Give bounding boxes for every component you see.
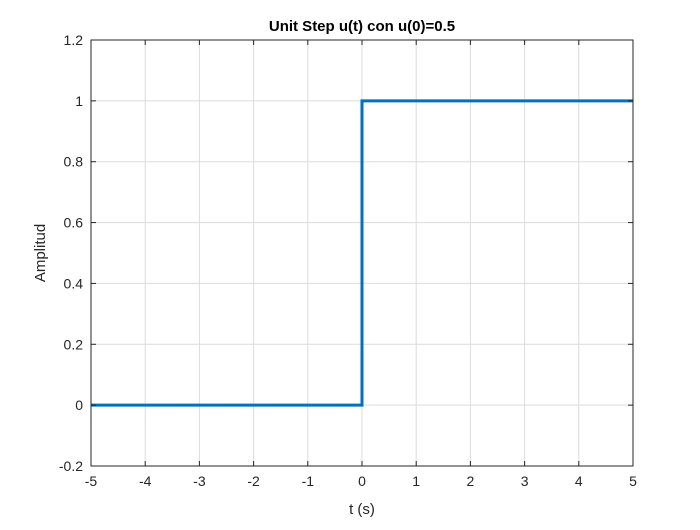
x-tick-label: 1 — [412, 473, 420, 489]
y-tick-label: 0 — [75, 397, 83, 413]
y-tick-label: -0.2 — [59, 458, 83, 474]
y-tick-label: 1.2 — [64, 32, 84, 48]
series-layer — [91, 99, 633, 407]
y-tick-label: 0.4 — [64, 275, 84, 291]
y-tick-label: 0.6 — [64, 215, 84, 231]
x-tick-label: 4 — [575, 473, 583, 489]
y-tick-labels: -0.2 0 0.2 0.4 0.6 0.8 1 1.2 — [59, 32, 83, 474]
x-tick-label: -1 — [302, 473, 315, 489]
step-series-line — [91, 99, 633, 407]
x-tick-label: 3 — [521, 473, 529, 489]
x-tick-label: -5 — [85, 473, 98, 489]
y-tick-label: 0.8 — [64, 154, 84, 170]
y-axis-label: Amplitud — [32, 224, 49, 282]
x-axis-label: t (s) — [349, 501, 375, 518]
y-tick-label: 0.2 — [64, 336, 84, 352]
x-tick-label: 2 — [467, 473, 475, 489]
x-tick-labels: -5 -4 -3 -2 -1 0 1 2 3 4 5 — [85, 473, 637, 489]
chart-title: Unit Step u(t) con u(0)=0.5 — [269, 18, 455, 35]
x-tick-label: 5 — [629, 473, 637, 489]
tick-marks — [90, 39, 634, 467]
x-tick-label: 0 — [358, 473, 366, 489]
x-tick-label: -3 — [193, 473, 206, 489]
x-tick-label: -2 — [247, 473, 260, 489]
y-tick-label: 1 — [75, 93, 83, 109]
x-tick-label: -4 — [139, 473, 152, 489]
